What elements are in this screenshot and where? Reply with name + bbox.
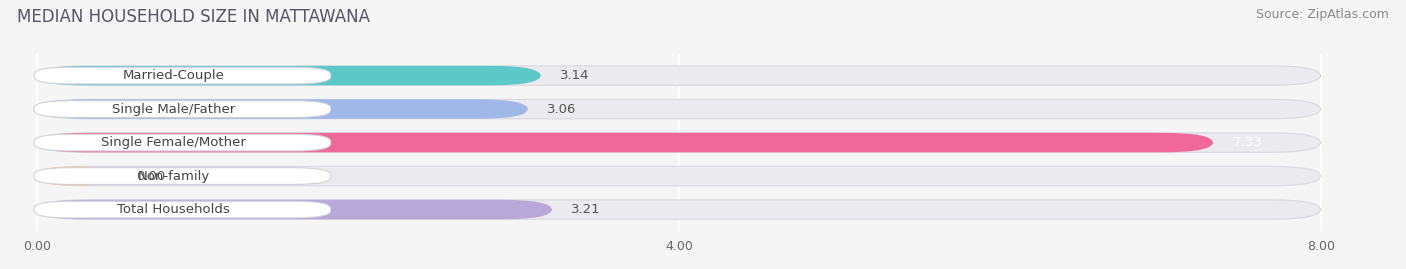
FancyBboxPatch shape [37,200,1320,219]
FancyBboxPatch shape [37,166,117,186]
FancyBboxPatch shape [37,66,1320,85]
FancyBboxPatch shape [34,101,330,118]
Text: MEDIAN HOUSEHOLD SIZE IN MATTAWANA: MEDIAN HOUSEHOLD SIZE IN MATTAWANA [17,8,370,26]
FancyBboxPatch shape [34,168,330,185]
Text: Single Male/Father: Single Male/Father [112,102,235,116]
FancyBboxPatch shape [37,99,529,119]
Text: 3.06: 3.06 [547,102,576,116]
FancyBboxPatch shape [37,133,1213,152]
FancyBboxPatch shape [34,134,330,151]
Text: Non-family: Non-family [138,169,209,183]
Text: Single Female/Mother: Single Female/Mother [101,136,246,149]
FancyBboxPatch shape [34,67,330,84]
FancyBboxPatch shape [37,133,1320,152]
Text: Source: ZipAtlas.com: Source: ZipAtlas.com [1256,8,1389,21]
Text: 3.14: 3.14 [560,69,589,82]
Text: Married-Couple: Married-Couple [122,69,225,82]
Text: 3.21: 3.21 [571,203,600,216]
Text: 7.33: 7.33 [1233,136,1263,149]
FancyBboxPatch shape [37,166,1320,186]
Text: Total Households: Total Households [117,203,231,216]
FancyBboxPatch shape [37,66,541,85]
FancyBboxPatch shape [37,200,553,219]
FancyBboxPatch shape [34,201,330,218]
FancyBboxPatch shape [37,99,1320,119]
Text: 0.00: 0.00 [136,169,166,183]
